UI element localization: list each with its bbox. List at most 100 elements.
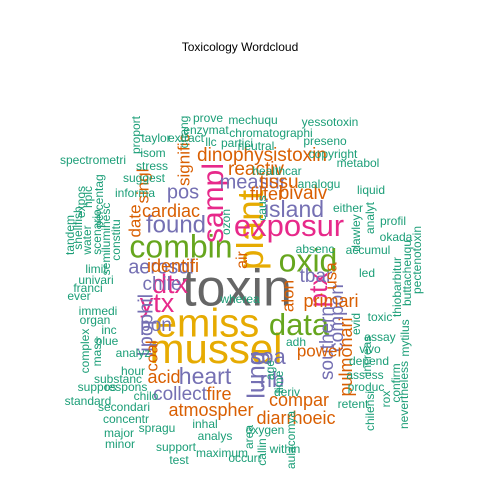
- word-filter: filter: [250, 184, 284, 204]
- word-preseno: preseno: [303, 134, 347, 148]
- word-assess: assess: [346, 368, 383, 382]
- word-deriv: deriv: [274, 385, 300, 399]
- word-buttacheuqu: buttacheuqu: [400, 240, 414, 306]
- word-rox: rox: [379, 391, 393, 408]
- word-support: support: [156, 440, 197, 454]
- word-aulacomya: aulacomya: [284, 411, 298, 469]
- word-soa: soa: [250, 344, 286, 369]
- word-minor: minor: [105, 437, 135, 451]
- word-either: either: [333, 201, 363, 215]
- word-organ: organ: [80, 313, 111, 327]
- word-depend: depend: [349, 354, 389, 368]
- word-collect: collect: [153, 384, 208, 405]
- word-aerosol: aerosol: [128, 256, 194, 278]
- word-area: area: [242, 425, 256, 449]
- word-proport: proport: [129, 115, 143, 154]
- word-ytx: ytx: [140, 288, 175, 318]
- word-nevertheless: nevertheless: [397, 361, 411, 429]
- word-semiluminesc: semiluminesc: [99, 203, 113, 276]
- word-evid: evid: [349, 313, 363, 335]
- word-liquid: liquid: [357, 183, 385, 197]
- word-heart: heart: [179, 363, 232, 389]
- word-cardiac: cardiac: [142, 201, 200, 221]
- word-thiobarbitur: thiobarbitur: [390, 257, 404, 317]
- word-singl: singl: [133, 169, 152, 204]
- word-substanc: substanc: [94, 372, 142, 386]
- word-usa: usa: [321, 262, 340, 290]
- word-scenario: scenario: [90, 209, 104, 255]
- word-reactiv: reactiv: [228, 159, 284, 180]
- word-lung: lung: [243, 351, 271, 398]
- word-okada: okada: [380, 230, 413, 244]
- word-stress: stress: [136, 159, 168, 173]
- word-acid: acid: [147, 367, 180, 387]
- word-confirm: confirm: [389, 363, 403, 402]
- word-tandem: tandem: [63, 215, 77, 255]
- word-partici: partici: [221, 136, 253, 150]
- word-pectenotoxin: pectenotoxin: [410, 226, 424, 294]
- word-mass: mass: [90, 338, 104, 367]
- word-produc: produc: [348, 380, 385, 394]
- word-signific: signific: [174, 134, 193, 186]
- word-analyt: analyt: [363, 201, 377, 234]
- word-standard: standard: [65, 394, 112, 408]
- word-complex: complex: [78, 329, 92, 374]
- word-analogu: analogu: [298, 177, 341, 191]
- word-major: major: [104, 426, 134, 440]
- word-spragu: spragu: [139, 421, 176, 435]
- word-caus: caus: [255, 195, 269, 220]
- word-data: data: [269, 307, 330, 342]
- word-southern: southern: [317, 306, 338, 380]
- word-pulmonari: pulmonari: [336, 317, 356, 396]
- word-compar: compar: [269, 390, 329, 410]
- word-sampl: sampl: [197, 163, 230, 243]
- word-pon: pon: [140, 315, 172, 336]
- word-plant: plant: [230, 189, 271, 270]
- word-inc: inc: [101, 323, 116, 337]
- word-vivo: vivo: [359, 342, 381, 356]
- word-blue: blue: [96, 334, 119, 348]
- chart-title: Toxicology Wordcloud: [181, 40, 299, 54]
- word-chang: chang: [177, 116, 191, 149]
- word-date: date: [125, 204, 144, 237]
- word-primari: primari: [303, 291, 358, 311]
- word-coal: coal: [142, 340, 161, 371]
- word-taylor: taylor: [141, 131, 170, 145]
- word-analyz: analyz: [116, 346, 151, 360]
- word-chile: chile: [142, 274, 181, 295]
- word-pos: pos: [167, 181, 199, 203]
- word-healthcar: healthcar: [252, 164, 301, 178]
- word-immedi: immedi: [79, 304, 118, 318]
- word-identifi: identifi: [147, 256, 199, 276]
- word-expos: expos: [74, 186, 88, 218]
- word-percentag: percentag: [92, 174, 106, 227]
- word-measur: measur: [220, 171, 287, 193]
- word-dtx: dtx: [152, 269, 189, 299]
- word-time: time: [272, 370, 286, 393]
- word-compon: compon: [327, 284, 348, 352]
- word-toxin: toxin: [182, 260, 292, 318]
- word-chilensi: chilensi: [363, 391, 377, 431]
- word-secondari: secondari: [98, 400, 150, 414]
- word-maximum: maximum: [196, 446, 248, 460]
- word-toxic: toxic: [368, 310, 393, 324]
- word-extract: extract: [168, 131, 205, 145]
- word-oxid: oxid: [279, 242, 338, 278]
- word-isom: isom: [140, 146, 165, 160]
- word-franci: franci: [73, 281, 102, 295]
- word-exposur: exposur: [234, 208, 344, 243]
- word-copyright: copyright: [309, 147, 358, 161]
- word-retent: retent: [338, 397, 369, 411]
- word-combin: combin: [129, 228, 232, 264]
- word-ever: ever: [67, 289, 90, 303]
- word-hour: hour: [121, 364, 145, 378]
- word-tbar: tbar: [300, 266, 333, 287]
- word-occurr: occurr: [228, 451, 261, 465]
- word-oxygen: oxygen: [246, 423, 285, 437]
- word-test: test: [169, 453, 189, 467]
- word-lipophil: lipophil: [135, 294, 157, 356]
- word-inhal: inhal: [192, 417, 217, 431]
- word-mytilus: mytilus: [398, 319, 412, 356]
